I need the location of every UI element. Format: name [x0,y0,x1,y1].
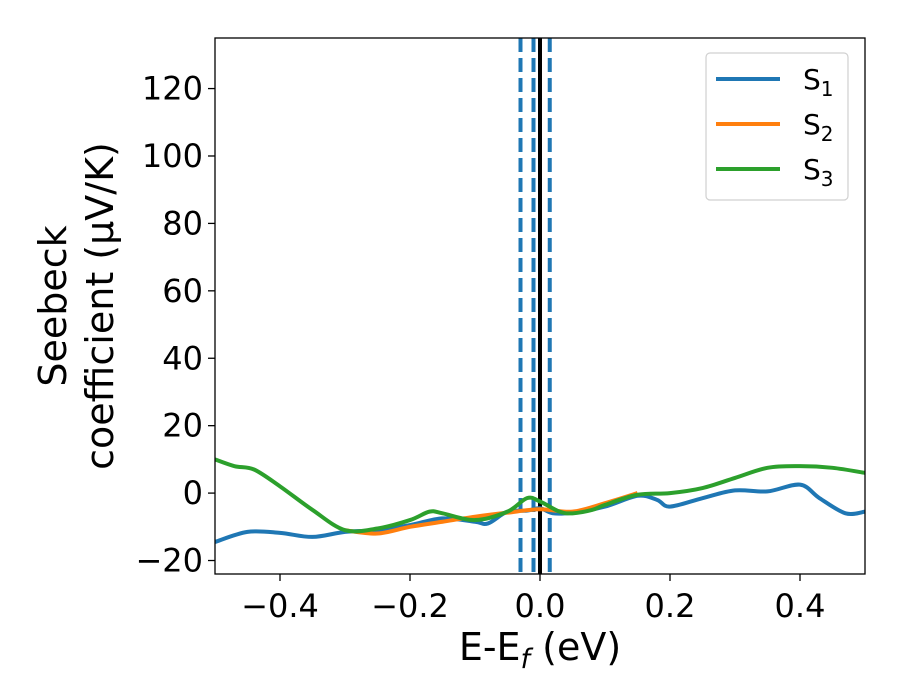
series-line-s2 [344,491,639,536]
x-tick-label: 0.0 [515,587,566,625]
vertical-lines-group [518,38,552,574]
legend-label-s1: S1 [803,63,834,101]
x-tick-label: −0.2 [371,587,449,625]
legend-label-base: S [803,63,821,96]
x-tick-label: 0.2 [645,587,696,625]
y-tick-label: −20 [135,542,203,580]
legend-label-sub: 1 [821,77,834,101]
legend-label-base: S [803,153,821,186]
x-axis-label-suffix: (eV) [530,625,621,669]
y-tick-label: 20 [162,407,203,445]
x-axis-ticks: −0.4 −0.2 0.0 0.2 0.4 [241,574,825,625]
legend-box [705,52,849,201]
y-axis-label-line2: coefficient (μV/K) [78,142,122,470]
legend-label-base: S [803,108,821,141]
y-tick-label: 80 [162,204,203,242]
y-tick-label: 40 [162,339,203,377]
legend-label-sub: 2 [821,122,834,146]
y-axis-label-line1: Seebeck [31,225,75,386]
x-axis-label: E-Ef (eV) [459,625,621,675]
x-tick-label: 0.4 [775,587,826,625]
y-axis-ticks: −20 0 20 40 60 80 100 120 [135,70,215,580]
legend-label-s2: S2 [803,108,834,146]
x-axis-label-base: E-E [459,625,521,669]
series-group [215,457,865,544]
y-tick-label: 120 [142,70,203,108]
y-tick-label: 100 [142,137,203,175]
legend-label-sub: 3 [821,167,834,191]
legend-label-s3: S3 [803,153,834,191]
x-tick-label: −0.4 [241,587,319,625]
y-tick-label: 0 [183,474,203,512]
y-tick-label: 60 [162,272,203,310]
series-line-s3 [215,457,865,534]
